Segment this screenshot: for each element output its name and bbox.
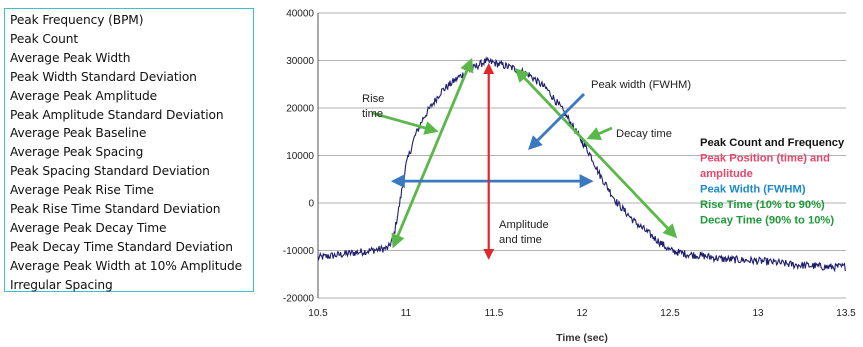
metric-item: Average Peak Baseline [10,126,147,141]
annotation-text: Peak width (FWHM) [591,79,691,91]
metric-item: Peak Width Standard Deviation [10,69,197,84]
x-tick-label: 13.5 [836,308,856,319]
metric-item: Average Peak Width [10,50,131,65]
decay-time-line [514,67,678,239]
legend-entry: Rise Time (10% to 90%) [700,199,825,211]
width-pointer-arrow [528,93,585,150]
x-axis-title: Time (sec) [556,332,608,344]
y-tick-label: 10000 [286,151,314,162]
y-tick-label: 30000 [286,56,314,67]
metric-item: Peak Count [10,31,79,46]
metric-item: Average Peak Decay Time [10,220,167,235]
x-tick-label: 12 [576,308,588,319]
metric-item: Peak Spacing Standard Deviation [10,164,210,179]
metric-item: Peak Amplitude Standard Deviation [10,107,224,122]
x-tick-label: 11.5 [485,308,504,319]
rise-pointer-arrow [371,111,439,135]
metric-item: Average Peak Amplitude [10,88,157,103]
rise-time-line [391,57,474,249]
annotation-layer: Rise time Peak width (FWHM) Decay time Ampli… [362,79,691,246]
y-tick-label: 40000 [286,9,314,20]
x-tick-label: 13 [752,308,764,319]
legend-entry: Decay Time (90% to 10%) [700,215,834,227]
legend-entry: Peak Count and Frequency [700,137,845,149]
x-tick-label: 12.5 [660,308,680,319]
metric-item: Peak Rise Time Standard Deviation [10,202,221,217]
y-tick-label: -10000 [283,246,315,257]
y-tick-label: -20000 [283,294,315,305]
annotation-text: Decay time [616,128,672,140]
annotation-text: and time [499,234,542,246]
metric-item: Irregular Spacing [10,277,113,292]
axis-layer: 40000 30000 20000 10000 0 -10000 -20000 10.5 11 1… [283,9,856,345]
legend-entry: amplitude [700,168,753,180]
legend-layer: Peak Count and Frequency Peak Position (t… [700,137,845,227]
metric-list: Peak Frequency (BPM) Peak Count Average Pe… [4,8,254,292]
decay-pointer-arrow [586,126,613,140]
legend-entry: Peak Position (time) and [700,153,830,165]
metric-item: Peak Decay Time Standard Deviation [10,239,233,254]
annotation-text: Amplitude [499,219,549,231]
metric-item: Average Peak Spacing [10,145,144,160]
marker-layer [371,57,678,260]
metric-item: Peak Frequency (BPM) [10,13,144,27]
metric-item: Average Peak Width at 10% Amplitude [10,258,243,273]
y-tick-label: 0 [308,199,314,210]
annotation-text: Rise [362,93,384,105]
x-tick-label: 10.5 [308,308,328,319]
legend-entry: Peak Width (FWHM) [700,184,806,196]
x-tick-label: 11 [401,308,412,319]
y-tick-label: 20000 [286,104,314,115]
metric-item: Average Peak Rise Time [10,183,154,198]
annotation-text: time [362,108,383,120]
